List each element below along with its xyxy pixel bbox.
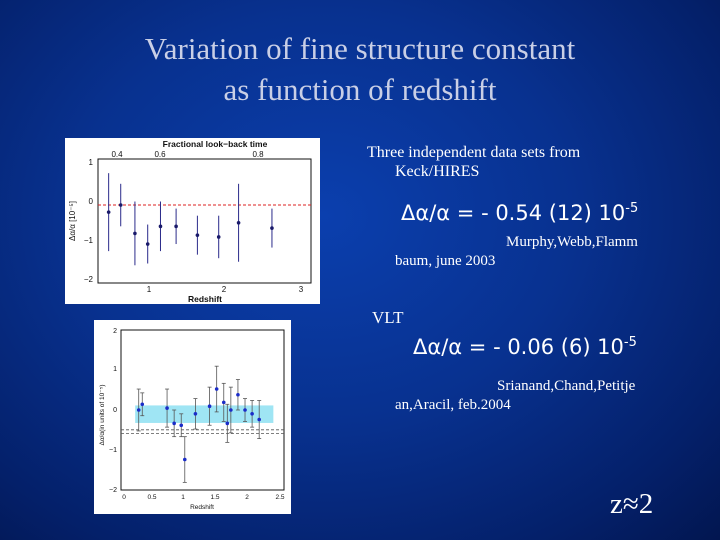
keck-plot-frame	[97, 158, 312, 284]
keck-intro-line-1: Three independent data sets from	[367, 144, 581, 161]
vlt-data-point	[221, 400, 226, 405]
vlt-data-point	[165, 406, 169, 410]
keck-top-tick: 0.6	[154, 150, 166, 159]
keck-data-point	[216, 235, 221, 239]
keck-data-point	[174, 224, 178, 229]
keck-data-point	[106, 210, 111, 214]
keck-data-point	[118, 203, 123, 207]
vlt-y-tick: −2	[109, 487, 117, 494]
keck-y-axis-label: Δα/α [10⁻⁵]	[68, 201, 77, 241]
vlt-x-axis-label: Redshift	[190, 504, 214, 511]
vlt-reference-line-1: Srianand,Chand,Petitje	[497, 378, 636, 394]
vlt-x-tick: 1	[181, 494, 185, 501]
keck-data-marks	[98, 173, 311, 266]
keck-data-point	[195, 233, 200, 237]
vlt-data-point	[214, 387, 219, 391]
vlt-plot-frame	[120, 329, 285, 491]
vlt-y-tick: 1	[113, 366, 117, 373]
vlt-data-point	[179, 423, 184, 428]
keck-y-tick: 0	[89, 197, 94, 206]
vlt-y-axis-label: Δα/α(in units of 10⁻⁵)	[99, 385, 106, 446]
keck-x-tick: 2	[222, 285, 227, 294]
vlt-data-point	[140, 402, 145, 407]
keck-y-tick: 1	[89, 158, 94, 167]
redshift-label: z≈2	[610, 488, 654, 520]
vlt-x-tick: 2.5	[275, 494, 284, 501]
vlt-y-tick: 0	[113, 407, 117, 414]
keck-data-point	[145, 242, 150, 246]
title-line-2: as function of redshift	[223, 72, 497, 107]
vlt-x-tick: 2	[245, 494, 249, 501]
keck-result-main: Δα/α = - 0.54 (12) 10	[401, 201, 626, 225]
keck-plot: Fractional look−back time 0.4 0.6 0.8 Δα…	[68, 139, 312, 304]
vlt-plot-panel: Δα/α(in units of 10⁻⁵) 2 1 0 −1 −2 0 0.5…	[94, 320, 291, 514]
vlt-result-exponent: -5	[623, 335, 637, 350]
keck-top-tick: 0.4	[111, 150, 123, 159]
vlt-label: VLT	[372, 308, 404, 327]
keck-y-tick: −1	[84, 236, 94, 245]
vlt-data-marks	[121, 365, 284, 483]
keck-top-axis-title: Fractional look−back time	[163, 139, 268, 149]
vlt-result: Δα/α = - 0.06 (6) 10-5	[413, 335, 637, 359]
keck-data-point	[158, 224, 163, 229]
vlt-data-point	[257, 417, 261, 422]
keck-data-point	[236, 220, 241, 225]
vlt-data-point	[225, 421, 230, 426]
keck-result-exponent: -5	[625, 201, 639, 216]
vlt-data-point	[136, 408, 141, 412]
keck-plot-panel: Fractional look−back time 0.4 0.6 0.8 Δα…	[65, 138, 320, 304]
vlt-result-main: Δα/α = - 0.06 (6) 10	[413, 335, 624, 359]
vlt-x-tick: 0	[122, 494, 126, 501]
keck-x-axis-label: Redshift	[188, 294, 222, 304]
vlt-data-point	[250, 412, 254, 416]
vlt-data-point	[229, 408, 233, 412]
keck-x-tick: 3	[299, 285, 304, 294]
vlt-x-tick: 1.5	[210, 494, 219, 501]
keck-top-tick: 0.8	[252, 150, 264, 159]
keck-x-tick: 1	[147, 285, 152, 294]
vlt-reference-line-2: an,Aracil, feb.2004	[395, 397, 511, 413]
keck-y-tick: −2	[84, 275, 94, 284]
keck-data-point	[133, 231, 137, 236]
vlt-y-tick: 2	[113, 328, 117, 335]
vlt-data-point	[182, 457, 187, 462]
title-line-1: Variation of fine structure constant	[144, 31, 576, 66]
vlt-data-point	[243, 408, 247, 412]
keck-reference-line-1: Murphy,Webb,Flamm	[506, 234, 638, 250]
vlt-data-point	[207, 404, 212, 408]
keck-intro-line-2: Keck/HIRES	[395, 163, 480, 180]
keck-reference-line-2: baum, june 2003	[395, 253, 496, 269]
keck-data-point	[270, 226, 274, 230]
vlt-data-point	[172, 421, 176, 426]
keck-result: Δα/α = - 0.54 (12) 10-5	[401, 201, 638, 225]
vlt-x-tick: 0.5	[147, 494, 156, 501]
vlt-data-point	[193, 412, 198, 416]
vlt-plot: Δα/α(in units of 10⁻⁵) 2 1 0 −1 −2 0 0.5…	[99, 328, 285, 511]
vlt-y-tick: −1	[109, 447, 117, 454]
vlt-data-point	[236, 392, 240, 397]
slide-title: Variation of fine structure constant as …	[0, 28, 720, 110]
